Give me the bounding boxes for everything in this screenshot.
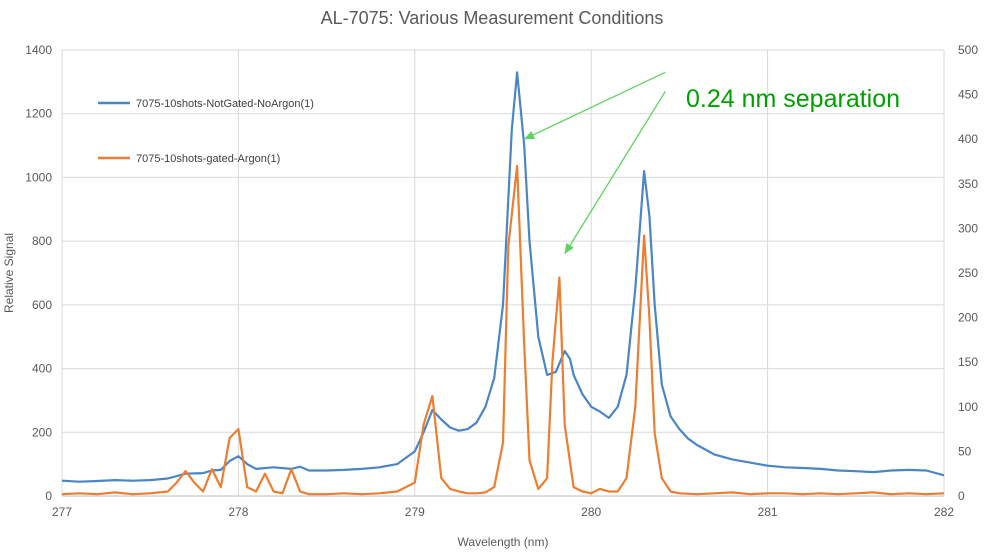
x-tick-label: 282 [934, 505, 954, 519]
y-tick-label: 0 [45, 489, 52, 503]
x-axis-title: Wavelength (nm) [458, 535, 549, 549]
x-tick-label: 280 [581, 505, 601, 519]
y-tick-label: 800 [32, 234, 52, 248]
y2-tick-label: 200 [958, 311, 978, 325]
y2-axis-ticks: 0 50 100 150 200 250 300 350 400 450 500 [958, 43, 978, 503]
y-axis-ticks: 0 200 400 600 800 1000 1200 1400 [25, 43, 52, 503]
y-tick-label: 200 [32, 425, 52, 439]
y2-tick-label: 500 [958, 43, 978, 57]
annotation-arrow-0 [523, 71, 666, 140]
x-tick-label: 279 [405, 505, 425, 519]
y-axis-title: Relative Signal [2, 233, 16, 313]
legend-label-not-gated: 7075-10shots-NotGated-NoArgon(1) [136, 98, 314, 110]
y2-tick-label: 300 [958, 221, 978, 235]
y2-tick-label: 400 [958, 132, 978, 146]
y2-tick-label: 250 [958, 266, 978, 280]
legend-label-gated-argon: 7075-10shots-gated-Argon(1) [136, 153, 280, 165]
y2-tick-label: 50 [958, 444, 972, 458]
y-tick-label: 1200 [25, 107, 52, 121]
x-tick-label: 278 [228, 505, 248, 519]
y2-tick-label: 0 [958, 489, 965, 503]
y2-tick-label: 450 [958, 88, 978, 102]
annotation-arrow-1 [564, 91, 666, 255]
y-tick-label: 400 [32, 362, 52, 376]
y-tick-label: 1000 [25, 170, 52, 184]
chart-title: AL-7075: Various Measurement Conditions [321, 8, 664, 28]
y2-tick-label: 150 [958, 355, 978, 369]
y2-tick-label: 100 [958, 400, 978, 414]
x-tick-label: 281 [758, 505, 778, 519]
gridlines [61, 49, 945, 496]
annotation: 0.24 nm separation [523, 71, 900, 255]
x-axis-ticks: 277 278 279 280 281 282 [52, 505, 954, 519]
y-tick-label: 600 [32, 298, 52, 312]
y2-tick-label: 350 [958, 177, 978, 191]
annotation-arrowhead-0 [524, 130, 536, 140]
y-tick-label: 1400 [25, 43, 52, 57]
x-tick-label: 277 [52, 505, 72, 519]
series-line-0 [61, 71, 945, 483]
series-lines [61, 71, 945, 496]
annotation-text: 0.24 nm separation [686, 85, 900, 113]
series-line-1 [61, 164, 945, 496]
annotation-arrowhead-1 [564, 243, 574, 254]
legend: 7075-10shots-NotGated-NoArgon(1) 7075-10… [98, 98, 314, 165]
